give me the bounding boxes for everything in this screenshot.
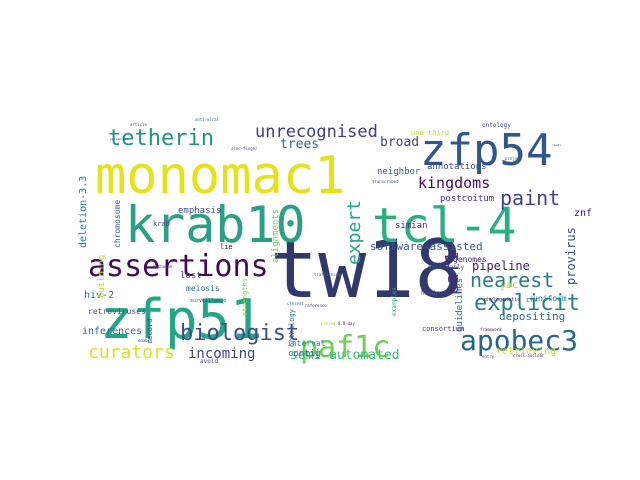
cloud-word: pipeline: [472, 259, 530, 273]
cloud-word: record: [146, 319, 154, 344]
cloud-word: consortium: [422, 325, 464, 333]
cloud-word: paf1: [442, 252, 463, 295]
cloud-word: closest: [287, 301, 304, 306]
cloud-word: surveillance: [190, 298, 226, 304]
cloud-word: curators: [88, 342, 175, 363]
cloud-word: zinc-finger: [231, 146, 258, 151]
cloud-word: expert: [344, 200, 365, 265]
cloud-word: chromosome: [113, 200, 122, 248]
cloud-word: reference: [305, 303, 327, 308]
cloud-word: znf: [574, 208, 592, 219]
cloud-word: anti-viral: [195, 117, 220, 122]
cloud-word: incoming: [188, 346, 255, 362]
cloud-word: polymerase: [110, 137, 128, 141]
cloud-word: pathogen: [153, 264, 173, 269]
cloud-word: deletion-3.3: [78, 176, 89, 248]
cloud-word: lost: [180, 271, 202, 281]
cloud-word: genomes: [453, 255, 487, 264]
cloud-word: orthology: [288, 309, 296, 347]
cloud-word: assertions: [88, 249, 269, 284]
cloud-word: nearest: [470, 268, 554, 292]
cloud-word: paf1c: [300, 330, 390, 365]
cloud-word: reads: [552, 143, 561, 147]
cloud-word: broad: [380, 135, 419, 150]
cloud-word: avoid: [200, 358, 218, 365]
cloud-word: phylogenetic: [484, 297, 520, 303]
cloud-word: simian: [395, 221, 428, 231]
cloud-word: contig: [288, 349, 321, 359]
cloud-word: kingdoms: [418, 174, 490, 192]
cloud-word: uniform: [533, 294, 567, 303]
cloud-word: retroviruses: [88, 307, 146, 316]
cloud-word: yac: [500, 280, 518, 291]
cloud-word: semi-automated: [290, 348, 400, 363]
cloud-word: krab10: [125, 196, 306, 254]
cloud-word: postcoitum: [440, 194, 494, 204]
cloud-word: apobec3: [460, 324, 578, 357]
cloud-word: alignments: [271, 209, 281, 263]
cloud-word: monomac1: [95, 146, 345, 206]
cloud-word: tetherin: [108, 126, 214, 151]
cloud-word: noticeably: [428, 264, 465, 271]
cloud-word: transcribed: [372, 179, 399, 184]
cloud-word: krab: [153, 220, 170, 228]
cloud-word: software-assisted: [370, 240, 483, 253]
cloud-word: article: [130, 122, 147, 127]
cloud-word: hiv-2: [84, 290, 114, 301]
cloud-word: tcl-4: [372, 198, 517, 254]
cloud-word: unrecognised: [255, 122, 378, 142]
cloud-word: trafficking: [314, 272, 341, 277]
cloud-word: proved: [321, 321, 336, 326]
cloud-word: trees: [280, 137, 319, 152]
cloud-word: provirus: [564, 227, 578, 285]
cloud-word: examples: [391, 287, 398, 316]
cloud-word: depositing: [499, 310, 565, 323]
cloud-word: meiosis: [186, 284, 220, 293]
cloud-word: project: [505, 156, 522, 161]
cloud-word: zfp51: [100, 288, 263, 351]
cloud-word: 8.8 day: [338, 321, 355, 326]
cloud-word: emphasis: [178, 206, 221, 216]
cloud-word: chr: [526, 296, 539, 304]
cloud-word: one-third: [411, 129, 449, 137]
cloud-word: annotations: [427, 162, 487, 172]
cloud-word: guidelines: [455, 278, 465, 332]
cloud-word: paint: [500, 186, 560, 210]
cloud-word: retrieving: [496, 346, 556, 357]
cloud-word: building: [97, 255, 107, 298]
cloud-word: tw18: [270, 223, 463, 316]
cloud-word: interval: [287, 339, 326, 348]
cloud-word: hundreds: [421, 290, 450, 297]
cloud-word: biologist: [180, 321, 299, 346]
cloud-word: ontology: [482, 122, 511, 129]
cloud-word: strengths: [241, 278, 249, 316]
cloud-word: zfp54: [420, 125, 552, 176]
cloud-word: inferences: [82, 326, 142, 337]
cloud-word: lie: [220, 243, 233, 251]
cloud-word: entry: [482, 354, 495, 359]
cloud-word: explicit: [474, 291, 580, 316]
cloud-word: neighbor: [377, 167, 421, 177]
cloud-word: framework: [480, 327, 502, 332]
cloud-word: cross-nuclear: [513, 353, 545, 358]
cloud-word: enable: [138, 338, 153, 343]
